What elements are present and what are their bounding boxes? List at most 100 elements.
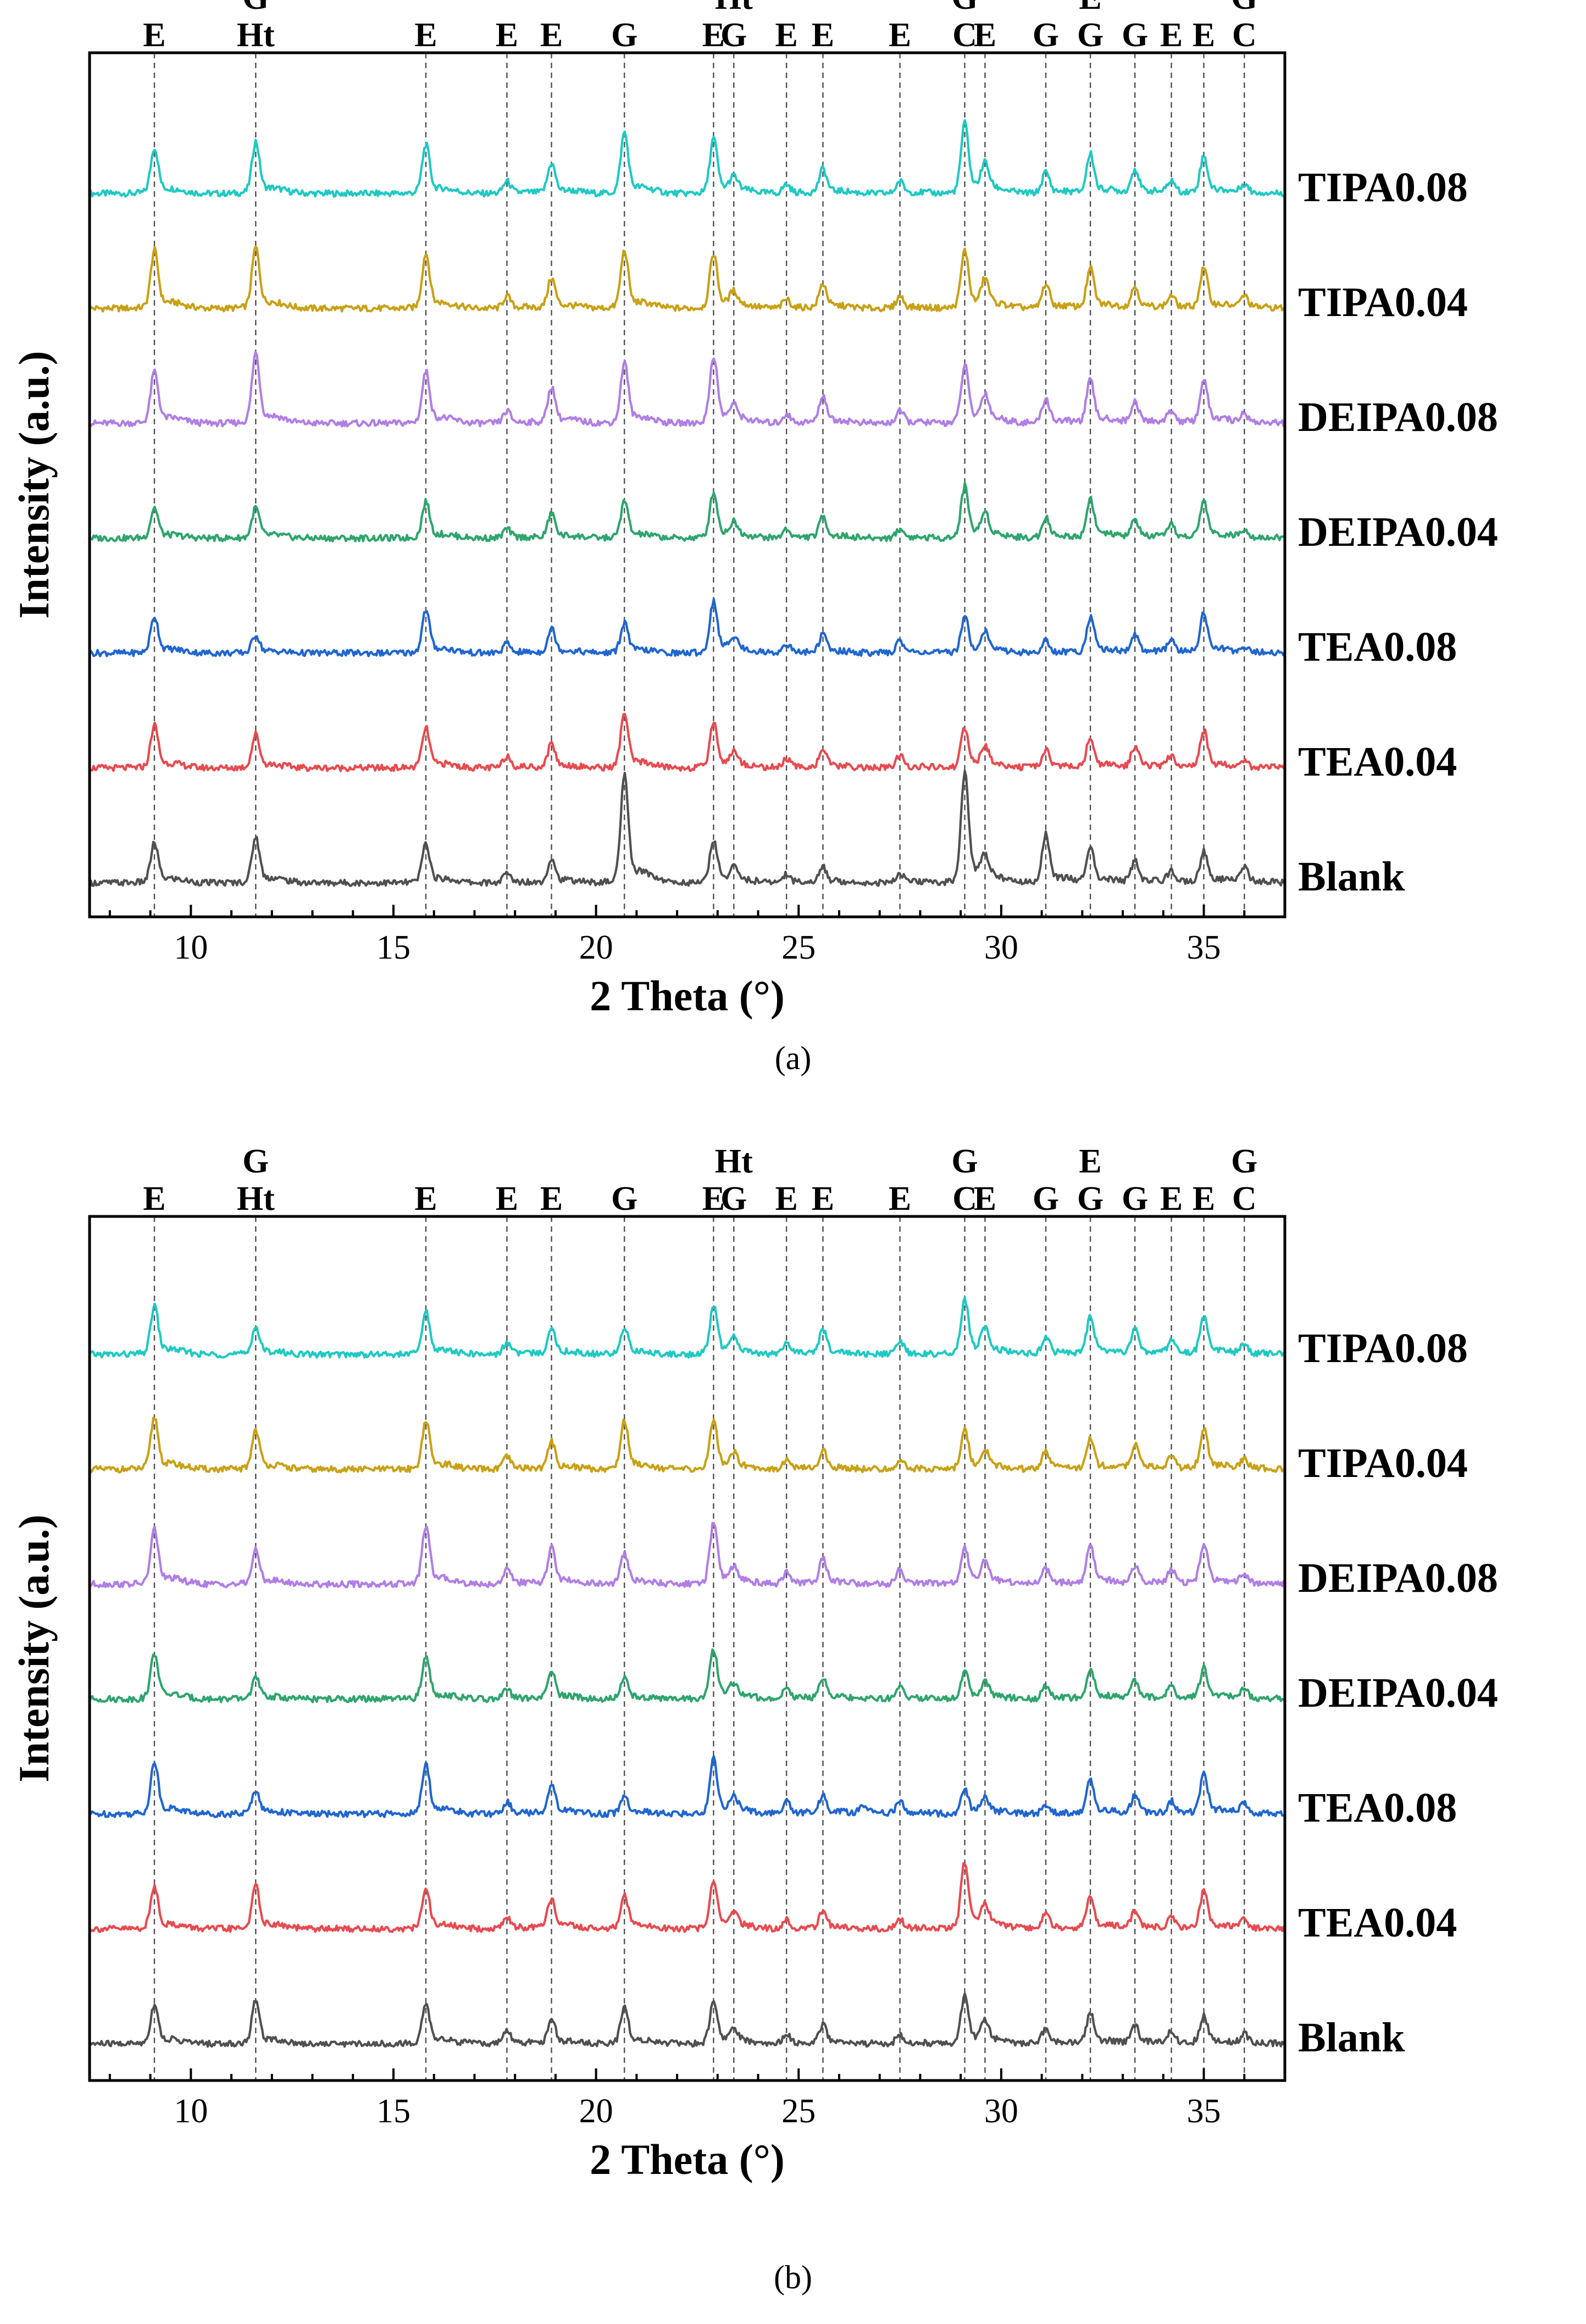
series-label: TIPA0.08 bbox=[1298, 164, 1468, 211]
phase-peak-label: E bbox=[974, 16, 996, 54]
phase-peak-label: G bbox=[1122, 1180, 1148, 1218]
phase-peak-label: G bbox=[1231, 1143, 1257, 1180]
phase-peak-label: E bbox=[889, 16, 911, 54]
phase-peak-label: E bbox=[775, 16, 797, 54]
phase-peak-label: C bbox=[952, 1180, 977, 1218]
phase-peak-label: E bbox=[1193, 1180, 1215, 1218]
xrd-trace-blank bbox=[88, 1992, 1286, 2048]
phase-peak-label: E bbox=[974, 1180, 996, 1218]
phase-peak-label: E bbox=[540, 1180, 563, 1218]
series-label: DEIPA0.08 bbox=[1298, 1555, 1498, 1601]
phase-peak-label: C bbox=[1232, 1180, 1257, 1218]
phase-peak-label: Ht bbox=[237, 1180, 275, 1218]
phase-peak-label: E bbox=[812, 1180, 834, 1218]
phase-peak-label: E bbox=[1193, 16, 1215, 54]
phase-peak-label: E bbox=[1160, 1180, 1183, 1218]
x-tick-label: 30 bbox=[984, 2093, 1018, 2130]
phase-guide-lines bbox=[153, 53, 1245, 917]
phase-peak-label: G bbox=[720, 1180, 747, 1218]
phase-peak-label: G bbox=[1033, 16, 1059, 54]
panel-caption: (a) bbox=[775, 1040, 812, 1076]
xrd-trace-tea0-04 bbox=[88, 1862, 1286, 1933]
xrd-trace-tea0-08 bbox=[88, 597, 1286, 657]
phase-peak-label: E bbox=[540, 16, 563, 54]
xrd-trace-deipa0-08 bbox=[88, 1521, 1286, 1589]
xrd-trace-blank bbox=[88, 770, 1286, 887]
plot-frame bbox=[88, 51, 1286, 918]
phase-peak-label: E bbox=[775, 1180, 797, 1218]
x-tick-label: 20 bbox=[579, 2093, 613, 2130]
xrd-trace-tea0-04 bbox=[89, 712, 1286, 772]
phase-peak-label: E bbox=[812, 16, 834, 54]
phase-peak-label: E bbox=[889, 1180, 911, 1218]
x-tick-label: 15 bbox=[376, 929, 411, 966]
xrd-traces bbox=[88, 119, 1286, 887]
phase-peak-label: E bbox=[702, 1180, 725, 1218]
phase-guide-lines bbox=[153, 1216, 1245, 2080]
y-axis-title: Intensity (a.u.) bbox=[10, 1514, 58, 1783]
phase-peak-label: G bbox=[951, 1143, 978, 1180]
y-axis-title: Intensity (a.u.) bbox=[10, 351, 58, 619]
phase-peak-label: G bbox=[242, 0, 269, 16]
series-label: DEIPA0.08 bbox=[1298, 394, 1498, 440]
phase-peak-label: E bbox=[1160, 16, 1183, 54]
phase-peak-label: Ht bbox=[715, 0, 753, 16]
phase-peak-label: E bbox=[496, 16, 518, 54]
xrd-trace-tea0-08 bbox=[89, 1755, 1285, 1818]
phase-peak-label: G bbox=[1231, 0, 1257, 16]
series-label: TEA0.08 bbox=[1298, 624, 1457, 670]
phase-peak-label: E bbox=[1079, 1143, 1101, 1180]
xrd-trace-tipa0-08 bbox=[89, 1296, 1286, 1359]
phase-peak-label: E bbox=[414, 1180, 437, 1218]
x-axis-title: 2 Theta (°) bbox=[590, 972, 785, 1020]
phase-peak-label: G bbox=[1122, 16, 1148, 54]
series-label: TEA0.04 bbox=[1298, 1900, 1457, 1946]
xrd-trace-tipa0-04 bbox=[88, 1416, 1286, 1474]
series-label: TEA0.04 bbox=[1298, 739, 1457, 785]
x-axis-title: 2 Theta (°) bbox=[590, 2135, 785, 2183]
series-label: TIPA0.04 bbox=[1298, 279, 1468, 325]
xrd-trace-tipa0-08 bbox=[88, 119, 1286, 198]
phase-peak-label: E bbox=[702, 16, 725, 54]
phase-peak-label: G bbox=[951, 0, 978, 16]
phase-peak-label: Ht bbox=[237, 16, 275, 54]
series-label: Blank bbox=[1298, 2015, 1405, 2061]
series-label: DEIPA0.04 bbox=[1298, 509, 1498, 555]
x-tick-label: 35 bbox=[1187, 929, 1221, 966]
panel-caption: (b) bbox=[774, 2259, 812, 2295]
phase-peak-label: E bbox=[143, 1180, 165, 1218]
series-label: TIPA0.04 bbox=[1298, 1440, 1468, 1486]
series-label: Blank bbox=[1298, 854, 1405, 900]
plot-frame bbox=[88, 1215, 1286, 2082]
x-tick-label: 10 bbox=[174, 929, 208, 966]
x-tick-label: 25 bbox=[781, 2093, 816, 2130]
phase-peak-label: E bbox=[496, 1180, 518, 1218]
x-tick-label: 15 bbox=[376, 2093, 411, 2130]
phase-peak-label: C bbox=[1232, 16, 1257, 54]
phase-peak-label: G bbox=[611, 1180, 637, 1218]
x-tick-label: 25 bbox=[781, 929, 816, 966]
phase-peak-label: G bbox=[611, 16, 637, 54]
x-tick-label: 35 bbox=[1187, 2093, 1221, 2130]
phase-peak-label: G bbox=[1077, 1180, 1103, 1218]
x-tick-label: 10 bbox=[174, 2093, 208, 2130]
series-label: TEA0.08 bbox=[1298, 1785, 1457, 1831]
x-axis-ticks: 10 15 20 25 30 35 bbox=[108, 905, 1286, 966]
series-label: TIPA0.08 bbox=[1298, 1325, 1468, 1371]
x-tick-label: 30 bbox=[984, 929, 1018, 966]
xrd-trace-deipa0-04 bbox=[88, 482, 1286, 543]
xrd-trace-deipa0-08 bbox=[89, 351, 1286, 428]
phase-peak-label: G bbox=[242, 1143, 269, 1180]
xrd-trace-tipa0-04 bbox=[88, 245, 1286, 313]
x-axis-ticks: 10 15 20 25 30 35 bbox=[108, 2068, 1286, 2130]
x-tick-label: 20 bbox=[579, 929, 613, 966]
xrd-trace-deipa0-04 bbox=[88, 1648, 1286, 1703]
phase-peak-label: E bbox=[143, 16, 165, 54]
series-labels: TIPA0.08 TIPA0.04 DEIPA0.08 DEIPA0.04 TEA0.0… bbox=[1298, 1325, 1498, 2061]
phase-peak-label: C bbox=[952, 16, 977, 54]
phase-peak-label: E bbox=[1079, 0, 1101, 16]
